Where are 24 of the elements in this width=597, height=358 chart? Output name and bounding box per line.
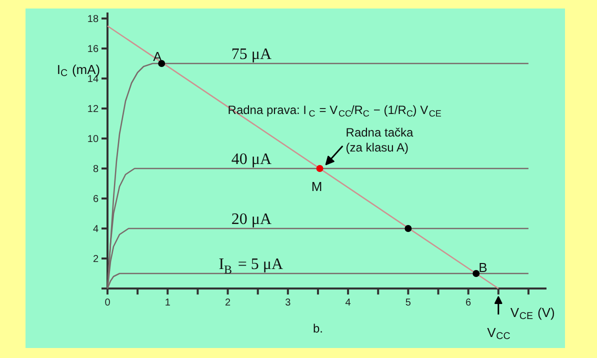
y-tick-label: 8 (92, 164, 99, 175)
y-tick-label: 2 (92, 254, 99, 265)
x-tick-label: 1 (164, 298, 171, 308)
annotation: Radna tačka (za klasu A) (346, 126, 414, 154)
annotation: M (311, 179, 322, 194)
y-tick-label: 16 (87, 44, 99, 55)
y-tick-label: 14 (87, 74, 99, 85)
x-tick-label: 6 (466, 298, 472, 308)
series-label: 20 μA (231, 211, 272, 228)
text: b. (312, 322, 323, 336)
x-tick-label: 4 (345, 298, 352, 308)
series-label: 40 μA (231, 151, 272, 168)
y-tick-label: 18 (87, 14, 99, 25)
x-tick-label: 2 (224, 298, 231, 308)
x-tick-label: 3 (285, 298, 292, 308)
y-tick-label: 4 (92, 224, 99, 235)
x-tick-label: 0 (104, 298, 111, 308)
y-tick-label: 6 (92, 194, 99, 205)
series-label: 75 μA (231, 46, 272, 63)
annotation: B (478, 260, 488, 275)
y-tick-label: 10 (87, 134, 99, 145)
y-tick-label: 12 (87, 104, 99, 115)
x-tick-label: 5 (405, 298, 412, 308)
annotation: A (153, 49, 162, 64)
